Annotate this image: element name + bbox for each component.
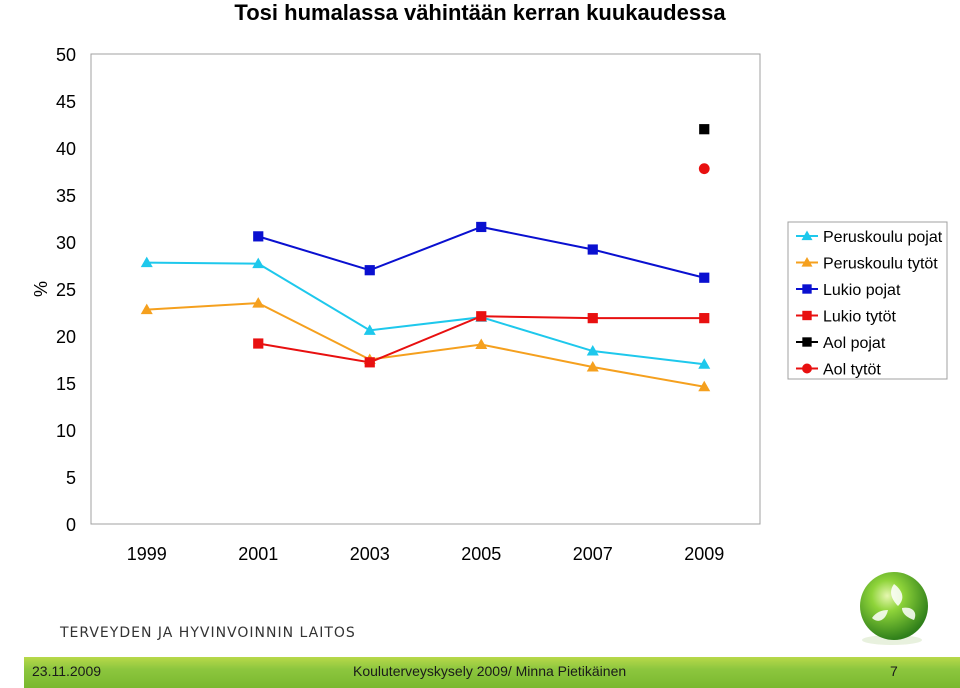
y-tick-label: 35 <box>56 186 76 206</box>
data-point <box>475 338 488 349</box>
series-aol-pojat <box>699 124 710 135</box>
y-tick-label: 25 <box>56 280 76 300</box>
legend-marker <box>801 230 813 241</box>
y-tick-label: 0 <box>66 515 76 535</box>
data-point <box>252 257 265 269</box>
y-tick-label: 50 <box>56 45 76 65</box>
series-peruskoulu-pojat <box>140 256 711 369</box>
data-point <box>587 244 598 255</box>
data-point <box>699 313 710 324</box>
legend-label: Peruskoulu tytöt <box>823 256 938 273</box>
x-tick-label: 2005 <box>461 544 501 564</box>
footer-date: 23.11.2009 <box>32 663 102 679</box>
globe-logo-icon <box>860 572 928 645</box>
x-tick-label: 2001 <box>238 544 278 564</box>
series-aol-tyt-t <box>698 163 710 175</box>
legend-marker <box>802 284 812 294</box>
legend-label: Peruskoulu pojat <box>823 229 943 246</box>
y-tick-label: 15 <box>56 374 76 394</box>
organization-name: TERVEYDEN JA HYVINVOINNIN LAITOS <box>60 625 356 641</box>
series-group <box>140 124 711 392</box>
data-point <box>698 358 711 369</box>
y-axis-label: % <box>31 281 51 297</box>
data-point <box>586 345 599 356</box>
x-tick-label: 2009 <box>684 544 724 564</box>
page-number: 7 <box>890 663 898 679</box>
series-line <box>146 261 705 366</box>
data-point <box>364 265 375 276</box>
footer-source: Kouluterveyskysely 2009/ Minna Pietikäin… <box>353 663 627 679</box>
legend-marker <box>802 337 812 347</box>
data-point <box>363 324 376 335</box>
legend-marker <box>801 257 813 267</box>
legend-label: Lukio tytöt <box>823 309 896 326</box>
data-point <box>698 163 710 175</box>
x-axis-ticks: 1999 2001 2003 2005 2007 2009 <box>127 544 725 564</box>
data-point <box>364 357 375 368</box>
data-point <box>140 256 153 268</box>
y-axis-ticks: 0 5 10 15 20 25 30 35 40 45 50 <box>56 45 76 535</box>
data-point <box>253 231 264 242</box>
data-point <box>699 124 710 135</box>
data-point <box>252 297 265 308</box>
series-line <box>146 302 705 388</box>
data-point <box>586 361 599 372</box>
data-point <box>476 221 487 233</box>
series-lukio-pojat <box>253 221 710 283</box>
legend-label: Lukio pojat <box>823 282 901 299</box>
legend-box <box>787 221 948 380</box>
data-point <box>698 380 711 392</box>
y-tick-label: 45 <box>56 92 76 112</box>
plot-area <box>90 53 761 525</box>
data-point <box>587 313 598 324</box>
data-point <box>140 303 153 315</box>
legend: Peruskoulu pojat Peruskoulu tytöt Lukio po… <box>787 221 948 380</box>
y-tick-label: 40 <box>56 139 76 159</box>
y-tick-label: 30 <box>56 233 76 253</box>
legend-label: Aol pojat <box>823 335 886 352</box>
x-tick-label: 2007 <box>573 544 613 564</box>
data-point <box>476 311 487 322</box>
x-tick-label: 1999 <box>127 544 167 564</box>
legend-marker <box>802 363 812 374</box>
x-tick-label: 2003 <box>350 544 390 564</box>
series-lukio-tyt-t <box>253 311 710 368</box>
y-tick-label: 5 <box>66 468 76 488</box>
data-point <box>699 272 710 283</box>
data-point <box>253 338 264 349</box>
slide-title: Tosi humalassa vähintään kerran kuukaude… <box>234 0 726 25</box>
legend-label: Aol tytöt <box>823 362 881 379</box>
y-tick-label: 20 <box>56 327 76 347</box>
legend-marker <box>802 310 812 321</box>
footer-bar: 23.11.2009 Kouluterveyskysely 2009/ Minn… <box>24 657 960 688</box>
y-tick-label: 10 <box>56 421 76 441</box>
